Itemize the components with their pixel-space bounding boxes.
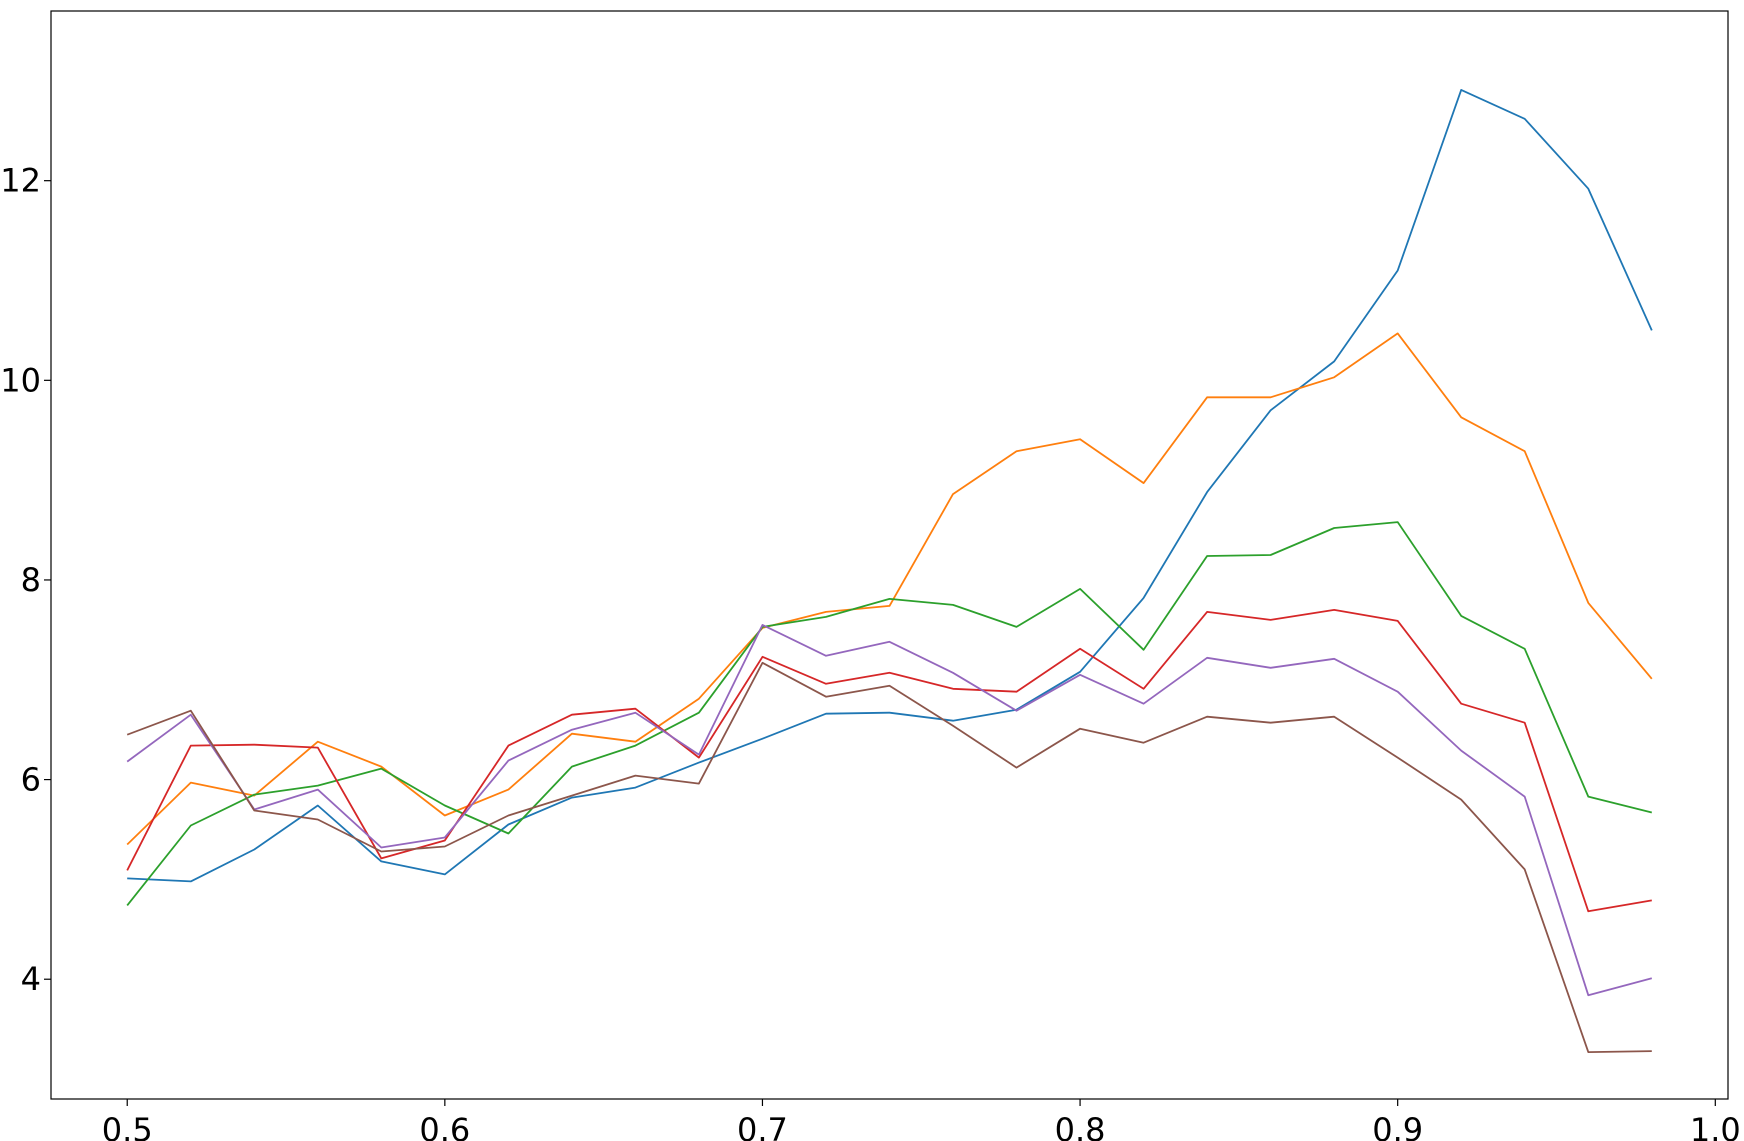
x-axis-ticks: 0.5 0.6 0.7 0.8 0.9 1.0 — [102, 1099, 1741, 1141]
x-tick-label: 0.7 — [737, 1111, 788, 1141]
axes-frame — [50, 10, 1729, 1100]
y-axis-ticks: 4 6 8 10 12 — [0, 162, 51, 998]
x-tick-label: 1.0 — [1690, 1111, 1741, 1141]
series-line-6 — [126, 661, 1652, 1053]
series-line-2 — [126, 332, 1653, 846]
y-tick-label: 10 — [0, 361, 41, 399]
x-tick-label: 0.9 — [1372, 1111, 1423, 1141]
x-tick-label: 0.5 — [102, 1111, 153, 1141]
x-tick-label: 0.6 — [419, 1111, 470, 1141]
x-tick-label: 0.8 — [1055, 1111, 1106, 1141]
series-line-1 — [127, 89, 1653, 883]
series-layer — [126, 89, 1653, 1053]
y-tick-label: 12 — [0, 162, 41, 200]
series-line-5 — [126, 624, 1653, 997]
y-tick-label: 6 — [21, 761, 41, 799]
y-tick-label: 8 — [21, 561, 41, 599]
series-line-3 — [126, 521, 1653, 906]
plot-background — [51, 11, 1728, 1099]
series-line-4 — [126, 609, 1652, 913]
y-tick-label: 4 — [21, 960, 41, 998]
